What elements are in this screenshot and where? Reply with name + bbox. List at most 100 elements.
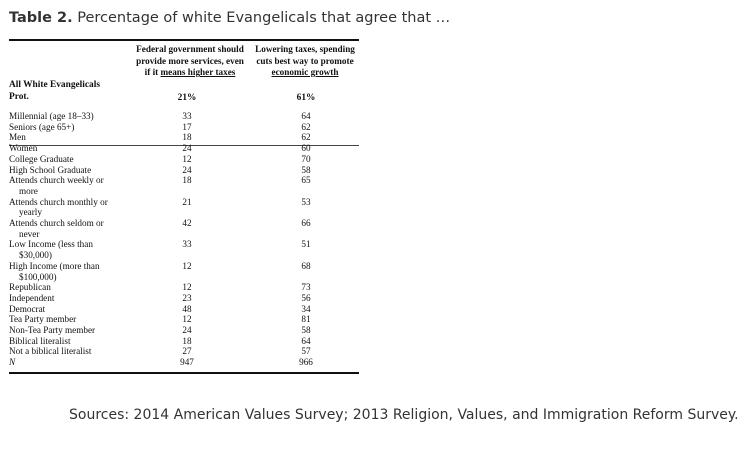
table-row: High Income (more than $100,000) 12 68 (9, 261, 359, 282)
row-label-line: Attends church monthly or (9, 196, 108, 207)
row-label-line: High Income (more than (9, 260, 100, 271)
row-label: Women (9, 143, 121, 154)
row-label-line: College Graduate (9, 153, 74, 164)
row-label: Democrat (9, 304, 121, 315)
cell-lowering-taxes: 58 (301, 164, 311, 175)
table-row: Republican 12 73 (9, 282, 359, 293)
row-label: Men (9, 132, 121, 143)
table-bottom-rule (9, 372, 359, 374)
table-row: Attends church seldom or never 42 66 (9, 218, 359, 239)
group-label: All White Evangelicals Prot. (9, 80, 100, 103)
row-label: Not a biblical literalist (9, 346, 121, 357)
table-row: Men 18 62 (9, 132, 359, 143)
row-label-line: Women (9, 143, 38, 154)
table-row: Democrat 48 34 (9, 304, 359, 315)
row-label: Attends church seldom or never (9, 218, 121, 239)
table-row: Attends church monthly or yearly 21 53 (9, 197, 359, 218)
row-label-continuation: $100,000) (19, 271, 57, 282)
cell-government-services: 18 (182, 175, 192, 186)
row-label: Republican (9, 282, 121, 293)
column-header-prefix: if it (144, 67, 161, 78)
row-label: Attends church weekly or more (9, 175, 121, 196)
cell-lowering-taxes: 65 (301, 175, 311, 186)
sources-note: Sources: 2014 American Values Survey; 20… (69, 407, 739, 423)
group-total-col2: 61% (296, 93, 316, 103)
row-label: High School Graduate (9, 165, 121, 176)
cell-government-services: 21 (182, 196, 192, 207)
cell-government-services: 12 (182, 314, 192, 325)
row-label-line: Attends church seldom or (9, 218, 104, 229)
cell-government-services: 947 (180, 357, 194, 368)
row-label-line: Not a biblical literalist (9, 346, 92, 357)
row-label-line: Non-Tea Party member (9, 325, 96, 336)
cell-lowering-taxes: 70 (301, 153, 311, 164)
row-label: Millennial (age 18–33) (9, 111, 121, 122)
row-label: Non-Tea Party member (9, 325, 121, 336)
row-label: Seniors (age 65+) (9, 122, 121, 133)
cell-lowering-taxes: 64 (301, 111, 311, 121)
row-label: Tea Party member (9, 314, 121, 325)
cell-lowering-taxes: 57 (301, 346, 311, 357)
row-label-line: Low Income (less than (9, 239, 93, 250)
table-top-rule (9, 39, 359, 41)
row-label-line: Tea Party member (9, 314, 77, 325)
cell-lowering-taxes: 66 (301, 218, 311, 229)
cell-lowering-taxes: 81 (301, 314, 311, 325)
cell-government-services: 12 (182, 260, 192, 271)
row-label: High Income (more than $100,000) (9, 261, 121, 282)
row-label: Independent (9, 293, 121, 304)
row-label-continuation: yearly (19, 207, 42, 218)
cell-lowering-taxes: 62 (301, 132, 311, 143)
cell-lowering-taxes: 34 (301, 303, 311, 314)
cell-government-services: 48 (182, 303, 192, 314)
column-header-line: cuts best way to promote (256, 55, 354, 66)
cell-government-services: 33 (182, 111, 192, 121)
row-label-line: Millennial (age 18–33) (9, 111, 94, 121)
table-row: Not a biblical literalist 27 57 (9, 346, 359, 357)
row-label-continuation: $30,000) (19, 250, 52, 261)
cell-government-services: 23 (182, 292, 192, 303)
column-header-line: if it means higher taxes (131, 67, 249, 79)
row-label-line: High School Graduate (9, 164, 92, 175)
column-header-line: Federal government should (136, 44, 244, 54)
cell-lowering-taxes: 73 (301, 282, 311, 293)
column-header-line: Lowering taxes, spending (255, 44, 355, 54)
row-label: Attends church monthly or yearly (9, 197, 121, 218)
row-label: College Graduate (9, 154, 121, 165)
cell-lowering-taxes: 58 (301, 325, 311, 336)
cell-lowering-taxes: 62 (301, 121, 311, 132)
cell-lowering-taxes: 966 (299, 357, 313, 368)
table-row: N 947 966 (9, 357, 359, 368)
cell-government-services: 18 (182, 335, 192, 346)
table-row: Millennial (age 18–33) 33 64 (9, 111, 359, 122)
row-label-line: Independent (9, 292, 55, 303)
table-caption: Table 2. Percentage of white Evangelical… (9, 10, 450, 26)
cell-government-services: 24 (182, 325, 192, 336)
row-label-line: Attends church weekly or (9, 175, 104, 186)
cell-government-services: 42 (182, 218, 192, 229)
cell-government-services: 33 (182, 239, 192, 250)
group-label-line: All White Evangelicals (9, 80, 100, 90)
cell-lowering-taxes: 60 (301, 143, 311, 154)
column-header-government-services: Federal government should provide more s… (131, 44, 249, 79)
cell-lowering-taxes: 68 (301, 260, 311, 271)
table-row: Biblical literalist 18 64 (9, 336, 359, 347)
cell-government-services: 12 (182, 282, 192, 293)
group-label-line: Prot. (9, 91, 29, 102)
table-row: Non-Tea Party member 24 58 (9, 325, 359, 336)
row-label-line: N (9, 357, 16, 368)
caption-text: Percentage of white Evangelicals that ag… (77, 10, 451, 26)
cell-government-services: 27 (182, 346, 192, 357)
cell-government-services: 18 (182, 132, 192, 143)
cell-government-services: 17 (182, 121, 192, 132)
table-row: Attends church weekly or more 18 65 (9, 175, 359, 196)
cell-lowering-taxes: 53 (301, 196, 311, 207)
row-label-line: Seniors (age 65+) (9, 121, 75, 132)
table-row: Women 24 60 (9, 143, 359, 154)
table-header-rule (9, 145, 359, 146)
column-header-line: provide more services, even (136, 55, 244, 66)
cell-government-services: 12 (182, 153, 192, 164)
row-label-line: Men (9, 132, 26, 143)
table-row: College Graduate 12 70 (9, 154, 359, 165)
row-label: Low Income (less than $30,000) (9, 239, 121, 260)
